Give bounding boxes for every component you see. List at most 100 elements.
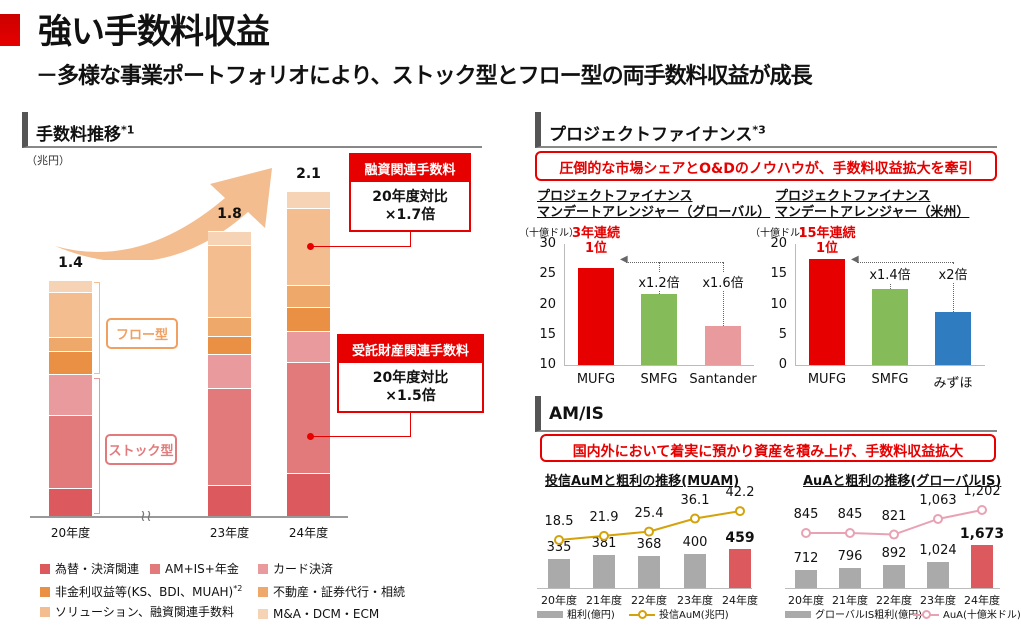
y-tick-label: 15 [770, 266, 787, 282]
bar [729, 548, 751, 588]
x-tick-label: 22年度 [631, 594, 667, 607]
bar-value-label: 1,673 [959, 526, 1005, 543]
legend-label: 粗利(億円) [567, 610, 615, 621]
amis-banner: 国内外において着実に預かり資産を積み上げ、手数料収益拡大 [540, 434, 996, 462]
x-tick-label: MUFG [576, 372, 616, 387]
bar-segment [49, 414, 92, 489]
legend-label: AuA(十億米ドル) [943, 610, 1021, 621]
legend-item: カード決済 [258, 560, 333, 577]
connector-line [410, 226, 411, 247]
connector-line [311, 246, 411, 247]
x-tick-label: SMFG [871, 372, 909, 387]
legend-label: 為替・決済関連 [55, 562, 140, 576]
bar-segment [287, 307, 330, 331]
legend-label: 投信AuM(兆円) [659, 610, 729, 621]
flow-bracket [94, 282, 100, 374]
ratio-label: x1.2倍 [629, 272, 689, 291]
x-axis [564, 365, 754, 366]
chart-title-line: プロジェクトファイナンス [537, 189, 693, 204]
legend-swatch [537, 611, 563, 618]
total-label: 1.8 [217, 206, 242, 223]
stock-type-tag: ストック型 [105, 434, 177, 465]
pf-global-title: プロジェクトファイナンス マンデートアレンジャー（グローバル） [537, 189, 770, 221]
bar [593, 555, 615, 588]
bar-segment [49, 280, 92, 292]
x-axis [30, 516, 348, 518]
bar-segment [49, 350, 92, 375]
line-value-label: 821 [881, 508, 907, 524]
legend-label: ソリューション、融資関連手数料 [55, 605, 235, 619]
line-point [735, 506, 745, 517]
bar-segment [287, 330, 330, 363]
globalis-title: AuAと粗利の推移(グローバルIS) [803, 474, 1002, 489]
ratio-label: x1.6倍 [693, 272, 753, 291]
bar [705, 326, 741, 365]
legend-marker [638, 610, 647, 619]
line-value-label: 42.2 [725, 485, 755, 501]
y-tick-label: 10 [539, 357, 556, 372]
legend-label: 不動産・証券代行・相続 [273, 585, 406, 599]
bar-segment [49, 291, 92, 338]
bar-segment [49, 488, 92, 517]
bar [641, 294, 677, 365]
x-tick-label: 21年度 [832, 594, 868, 607]
x-tick-label: SMFG [640, 372, 678, 387]
legend-item: 不動産・証券代行・相続 [258, 583, 405, 600]
bar-segment [287, 362, 330, 474]
legend-swatch [40, 564, 50, 574]
legend-swatch [150, 564, 160, 574]
axis-break-icon: ≀≀ [140, 506, 152, 525]
callout-line: 20年度対比 [372, 189, 448, 205]
callout-line: 20年度対比 [372, 370, 449, 386]
dotted-arrow [626, 262, 723, 263]
legend-label: M&A・DCM・ECM [273, 607, 380, 621]
chart-title-line: マンデートアレンジャー（米州） [775, 205, 970, 220]
x-tick-label: 20年度 [541, 594, 577, 607]
x-tick-label: 24年度 [722, 594, 758, 607]
section-title: AM/IS [549, 404, 604, 424]
flow-type-tag: フロー型 [106, 318, 178, 349]
y-axis-unit: （十億ドル） [519, 228, 579, 239]
x-tick-label: MUFG [807, 372, 847, 387]
x-tick-label: 20年度 [50, 526, 91, 540]
y-tick-label: 0 [778, 357, 787, 372]
bar-segment [49, 337, 92, 351]
y-axis [795, 244, 796, 365]
y-tick-label: 10 [770, 296, 787, 312]
legend-swatch [785, 611, 811, 618]
footnote-mark: *3 [752, 123, 766, 137]
bar-value-label: 1,024 [919, 542, 957, 558]
line-point [690, 513, 700, 524]
amis-section-header: AM/IS [535, 396, 997, 432]
legend-swatch [40, 607, 50, 617]
dotted-arrow [857, 262, 953, 263]
footnote-mark: *2 [233, 584, 243, 593]
title-accent-bar [0, 14, 20, 46]
bar-segment [208, 485, 251, 517]
x-tick-label: Santander [689, 372, 757, 387]
x-axis [785, 588, 1000, 589]
ratio-label: x2倍 [923, 264, 983, 283]
rank-annotation: 3年連続 1位 [571, 226, 621, 256]
callout-line: ×1.5倍 [385, 388, 436, 404]
legend-swatch [258, 609, 268, 619]
page-subtitle: －多様な事業ポートフォリオにより、ストック型とフロー型の両手数料収益が成長 [36, 64, 813, 89]
chart-title-line: マンデートアレンジャー（グローバル） [537, 205, 771, 220]
y-tick-label: 30 [539, 236, 556, 251]
chart-title-line: プロジェクトファイナンス [775, 189, 931, 204]
footnote-mark: *1 [121, 123, 135, 137]
x-axis [537, 588, 752, 589]
bar [684, 553, 706, 588]
legend-marker [922, 610, 931, 619]
legend-label: カード決済 [273, 562, 334, 576]
bar-value-label: 712 [793, 550, 819, 566]
arrow-head-icon: ◀ [620, 254, 628, 265]
legend-item: 為替・決済関連 [40, 560, 139, 577]
bar-value-label: 459 [725, 529, 755, 546]
x-tick-label: 23年度 [677, 594, 713, 607]
growth-arrow-icon [55, 168, 272, 260]
dotted-line [953, 262, 954, 313]
ratio-label: x1.4倍 [860, 264, 920, 283]
total-label: 1.4 [58, 255, 83, 272]
